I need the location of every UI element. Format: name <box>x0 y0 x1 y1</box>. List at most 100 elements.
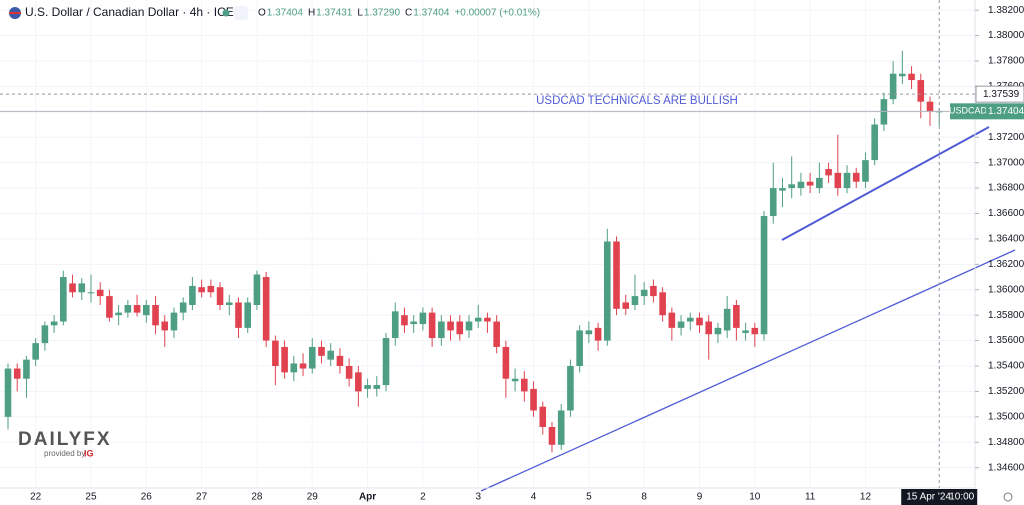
candle-body <box>484 317 491 322</box>
candle-body <box>862 160 869 182</box>
indicator-button[interactable] <box>234 6 248 20</box>
x-tick-label: 10 <box>749 492 761 503</box>
y-tick-label: 1.37000 <box>988 157 1024 168</box>
candle-body <box>604 241 611 341</box>
x-tick-label: 12 <box>860 492 872 503</box>
candle-body <box>871 124 878 161</box>
candle-body <box>152 305 159 326</box>
candle-body <box>742 330 749 333</box>
candle-body <box>530 388 537 411</box>
y-tick-label: 1.38200 <box>988 5 1024 16</box>
x-tick-label: 3 <box>475 492 481 503</box>
candle-body <box>262 277 270 341</box>
candle-body <box>106 296 113 318</box>
candle-body <box>502 346 510 379</box>
candle-body <box>899 73 906 77</box>
candle-body <box>419 312 427 325</box>
candle-body <box>447 321 454 331</box>
y-tick-label: 1.35400 <box>988 361 1024 372</box>
y-tick-label: 1.35200 <box>988 386 1024 397</box>
candle-body <box>272 340 279 366</box>
candle-body <box>567 366 574 411</box>
candle-body <box>843 172 851 189</box>
y-tick-label: 1.36800 <box>988 183 1024 194</box>
x-tick-label: 2 <box>420 492 426 503</box>
ohlc-value: 1.37404 <box>413 8 450 19</box>
candle-body <box>834 172 842 189</box>
y-tick-label: 1.36400 <box>988 234 1024 245</box>
x-tick-label: 9 <box>697 492 703 503</box>
y-tick-label: 1.35600 <box>988 335 1024 346</box>
candle-body <box>797 181 805 189</box>
candle-body <box>714 327 722 335</box>
candle-body <box>705 321 713 335</box>
y-tick-label: 1.35800 <box>988 310 1024 321</box>
candle-body <box>4 368 12 417</box>
candle-body <box>179 302 187 313</box>
candle-body <box>401 315 408 326</box>
candle-body <box>806 181 814 186</box>
candle-body <box>299 363 307 369</box>
candle-body <box>41 325 49 344</box>
candle-body <box>908 73 915 81</box>
candle-body <box>410 321 417 325</box>
candle-body <box>428 312 436 339</box>
ohlc-key: L <box>357 8 363 19</box>
candle-body <box>825 169 832 176</box>
last-price-label: 1.37404 <box>988 106 1024 117</box>
candle-body <box>474 317 482 322</box>
candle-body <box>382 338 390 386</box>
candle-body <box>290 363 298 373</box>
candle-body <box>318 346 325 356</box>
trend-line <box>781 126 990 241</box>
candle-body <box>32 343 39 360</box>
flag-icon <box>9 12 21 14</box>
candle-body <box>23 359 30 379</box>
candle-body <box>87 292 95 294</box>
crosshair-price-label: 1.37539 <box>983 89 1020 100</box>
candle-body <box>78 283 86 293</box>
candle-body <box>115 312 122 316</box>
candle-body <box>677 321 685 328</box>
candle-body <box>521 378 528 392</box>
x-tick-label: 4 <box>531 492 537 503</box>
candle-body <box>456 321 464 335</box>
candle-body <box>557 410 565 445</box>
candle-body <box>133 305 141 313</box>
candle-body <box>253 274 261 305</box>
candle-body <box>308 346 316 369</box>
crosshair-price-tag <box>975 85 1024 103</box>
candle-body <box>650 285 657 297</box>
logo-brand: DAILYFX <box>18 429 112 450</box>
candle-body <box>760 216 768 335</box>
candle-body <box>493 321 500 347</box>
grid <box>0 0 975 488</box>
candle-body <box>143 305 150 316</box>
settings-icon[interactable] <box>1003 492 1013 502</box>
candle-body <box>50 321 58 326</box>
candle-body <box>281 346 288 373</box>
candle-body <box>327 350 334 360</box>
annotation: USDCAD TECHNICALS ARE BULLISH <box>536 95 738 107</box>
candle-body <box>355 372 362 392</box>
symbol-title: U.S. Dollar / Canadian Dollar · 4h · ICE <box>25 5 234 19</box>
y-tick-label: 1.36200 <box>988 259 1024 270</box>
candle-body <box>751 327 759 335</box>
x-tick-label: 29 <box>307 492 319 503</box>
candle-body <box>917 80 925 102</box>
x-tick-label: 28 <box>251 492 263 503</box>
candle-body <box>465 321 473 331</box>
trend-line <box>480 249 1016 492</box>
candle-body <box>438 321 445 339</box>
candle-body <box>889 73 897 100</box>
candle-body <box>225 302 233 305</box>
candle-body <box>336 355 344 366</box>
y-tick-label: 1.36000 <box>988 284 1024 295</box>
candle-body <box>613 241 620 309</box>
x-tick-label: Apr <box>359 492 376 503</box>
candle-body <box>696 317 703 326</box>
candle-body <box>880 99 888 125</box>
candle-body <box>189 285 196 305</box>
